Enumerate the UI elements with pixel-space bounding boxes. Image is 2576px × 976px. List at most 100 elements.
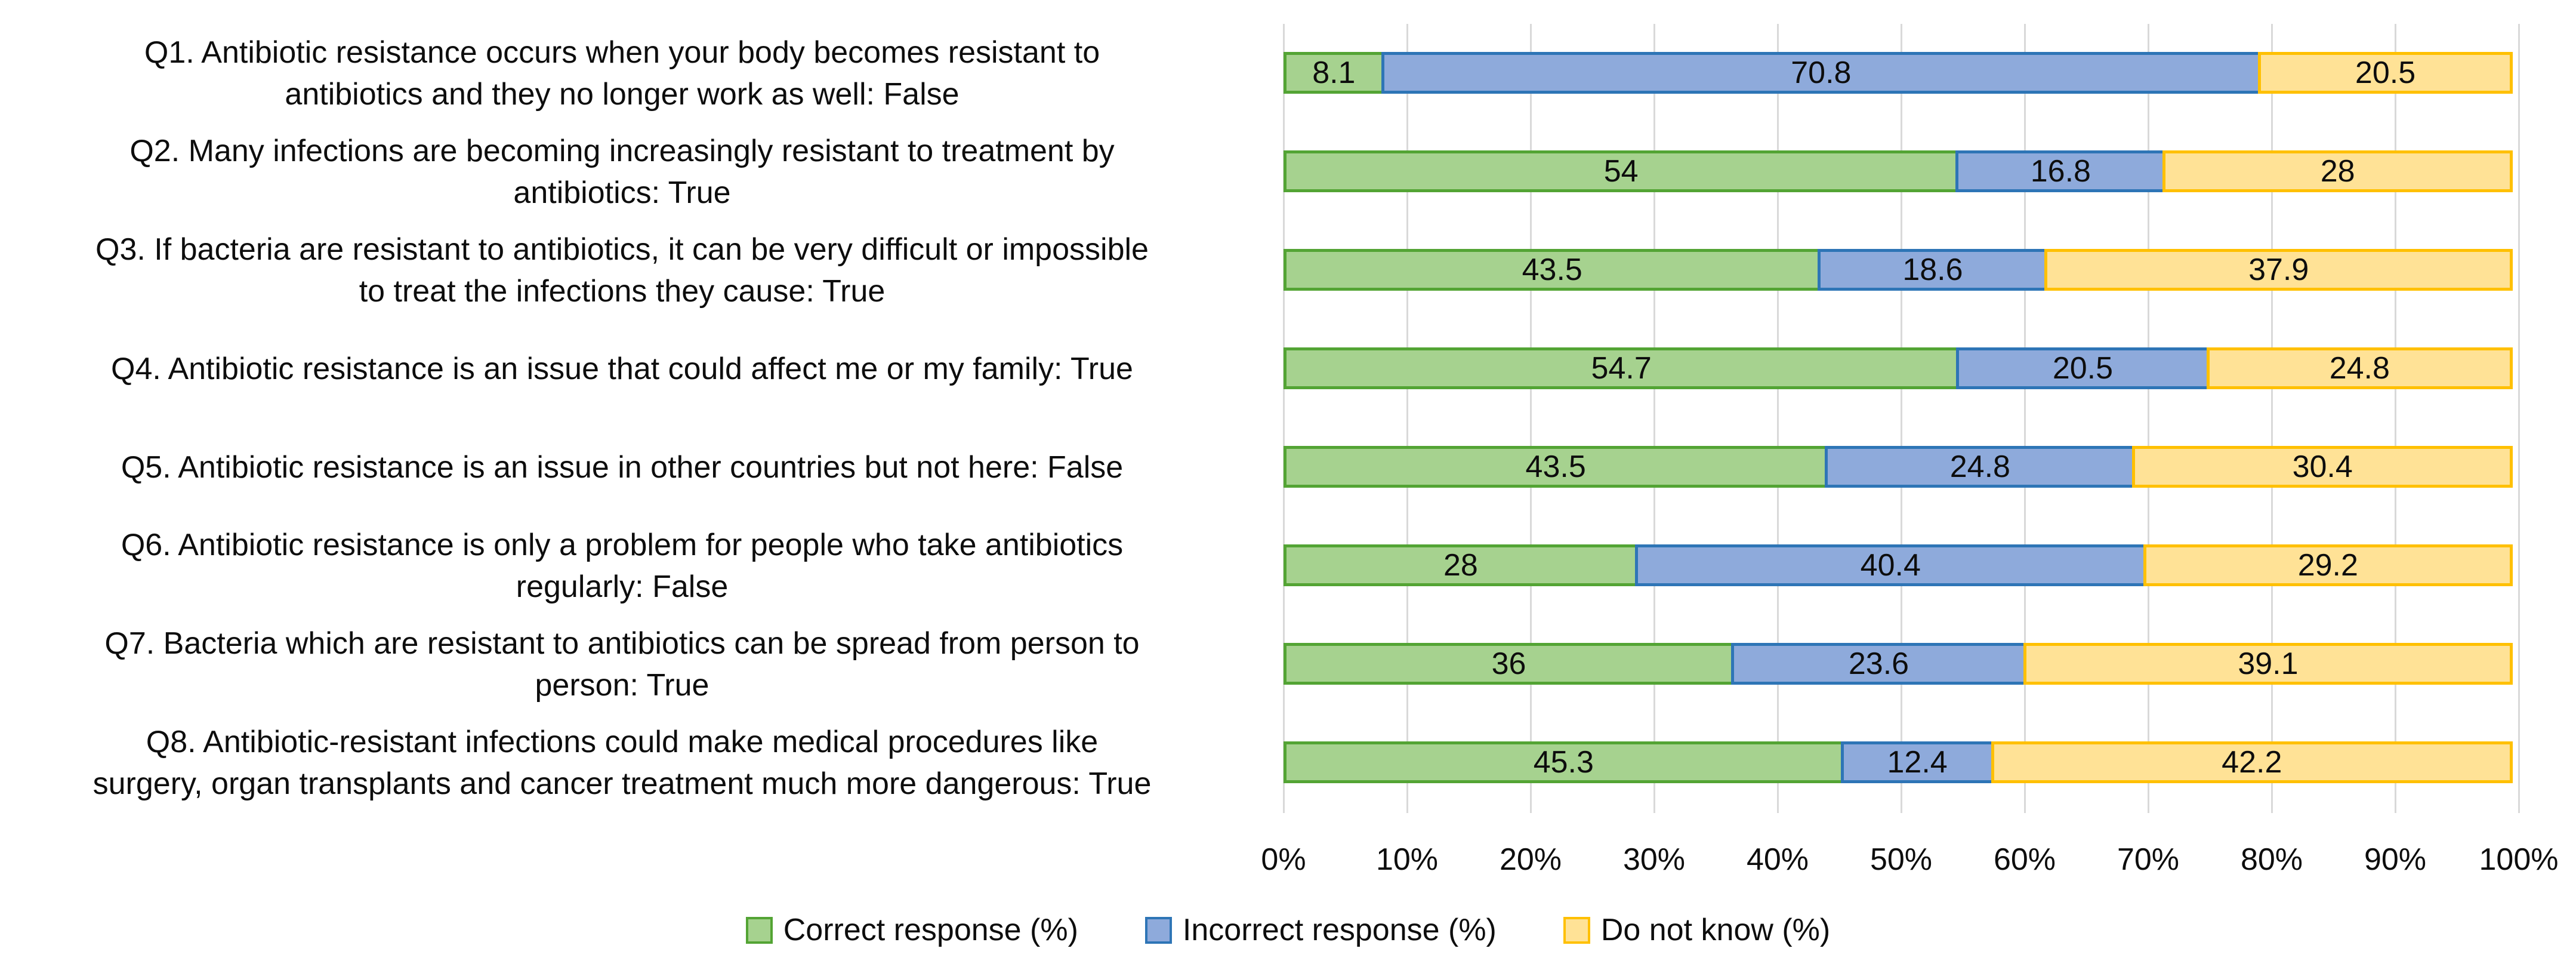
- data-label: 43.5: [1522, 253, 1582, 287]
- bar-segment: 43.5: [1284, 249, 1821, 291]
- x-axis-tick-label: 0%: [1261, 842, 1306, 877]
- category-label: Q4. Antibiotic resistance is an issue th…: [111, 351, 1133, 386]
- bar-row: 8.1 70.8 20.5: [1284, 52, 2519, 94]
- gridline: [2518, 24, 2520, 813]
- data-label: 24.8: [1949, 449, 2010, 484]
- bar-row: 28 40.4 29.2: [1284, 544, 2519, 586]
- x-axis-tick-label: 10%: [1375, 842, 1439, 877]
- gridline: [1283, 24, 1285, 813]
- legend-marker-icon: [1563, 916, 1590, 944]
- x-axis-tick-label: 90%: [2364, 842, 2427, 877]
- data-label: 54.7: [1591, 351, 1652, 386]
- data-label: 40.4: [1860, 548, 1921, 583]
- bar-segment: 12.4: [1840, 741, 1994, 783]
- bar-segment: 70.8: [1381, 52, 2262, 94]
- bar-row: 43.5 18.6 37.9: [1284, 249, 2519, 291]
- data-label: 24.8: [2329, 351, 2390, 386]
- x-axis-tick-label: 50%: [1869, 842, 1933, 877]
- bar-segment: 24.8: [1825, 446, 2136, 488]
- category-labels: Q1. Antibiotic resistance occurs when yo…: [0, 0, 1253, 837]
- category-label: Q5. Antibiotic resistance is an issue in…: [121, 449, 1124, 485]
- bar-row: 54 16.8 28: [1284, 150, 2519, 192]
- gridline: [2395, 24, 2396, 813]
- data-label: 20.5: [2052, 351, 2114, 386]
- legend-label: Correct response (%): [783, 913, 1078, 947]
- category-label-row: Q2. Many infections are becoming increas…: [0, 122, 1244, 221]
- bar-segment: 29.2: [2143, 544, 2513, 586]
- data-label: 36: [1491, 646, 1526, 681]
- legend-item: Incorrect response (%): [1144, 912, 1497, 948]
- data-label: 37.9: [2248, 253, 2309, 287]
- x-axis-tick-label: 60%: [1993, 842, 2056, 877]
- data-label: 45.3: [1533, 745, 1594, 780]
- data-label: 28: [1443, 548, 1478, 583]
- category-label: Q2. Many infections are becoming increas…: [129, 133, 1115, 210]
- bar-segment: 16.8: [1955, 150, 2166, 192]
- category-label-row: Q1. Antibiotic resistance occurs when yo…: [0, 24, 1244, 122]
- x-axis: 0% 10% 20% 30% 40% 50% 60% 70% 80% 90% 100%: [0, 835, 2576, 882]
- bar-segment: 54: [1284, 150, 1959, 192]
- legend-label: Do not know (%): [1600, 913, 1831, 947]
- bar-segment: 39.1: [2023, 643, 2513, 685]
- legend-item: Correct response (%): [745, 912, 1078, 948]
- x-axis-tick-label: 100%: [2479, 842, 2559, 877]
- bar-row: 36 23.6 39.1: [1284, 643, 2519, 685]
- gridline: [2148, 24, 2149, 813]
- bar-segment: 23.6: [1731, 643, 2026, 685]
- category-label-row: Q5. Antibiotic resistance is an issue in…: [0, 418, 1244, 516]
- gridlines: [1283, 24, 2520, 813]
- data-label: 30.4: [2292, 449, 2353, 484]
- bar-segment: 20.5: [2258, 52, 2513, 94]
- data-label: 12.4: [1887, 745, 1948, 780]
- bar-segment: 45.3: [1284, 741, 1844, 783]
- gridline: [2024, 24, 2026, 813]
- bars: 8.1 70.8 20.5 54 16.8 28 43.5 18.6 37.9 54.7 20.5 2…: [1284, 24, 2519, 813]
- x-axis-tick-label: 40%: [1746, 842, 1809, 877]
- bar-segment: 30.4: [2132, 446, 2513, 488]
- gridline: [1406, 24, 1408, 813]
- data-label: 18.6: [1902, 253, 1963, 287]
- gridline: [1530, 24, 1532, 813]
- category-label: Q6. Antibiotic resistance is only a prob…: [121, 527, 1124, 604]
- x-axis-tick-label: 70%: [2117, 842, 2180, 877]
- category-label-row: Q4. Antibiotic resistance is an issue th…: [0, 319, 1244, 418]
- bar-segment: 37.9: [2044, 249, 2513, 291]
- category-label: Q7. Bacteria which are resistant to anti…: [104, 626, 1140, 703]
- bar-segment: 20.5: [1956, 347, 2210, 389]
- bar-segment: 28: [2162, 150, 2513, 192]
- category-label: Q1. Antibiotic resistance occurs when yo…: [144, 35, 1100, 112]
- legend-marker-icon: [1144, 916, 1172, 944]
- bar-segment: 24.8: [2206, 347, 2513, 389]
- data-label: 42.2: [2222, 745, 2282, 780]
- data-label: 70.8: [1791, 56, 1852, 90]
- bar-segment: 8.1: [1284, 52, 1384, 94]
- bar-segment: 18.6: [1818, 249, 2048, 291]
- data-label: 23.6: [1848, 646, 1909, 681]
- legend-label: Incorrect response (%): [1182, 913, 1497, 947]
- legend-marker-icon: [745, 916, 773, 944]
- gridline: [1777, 24, 1779, 813]
- x-axis-tick-label: 30%: [1622, 842, 1686, 877]
- bar-segment: 36: [1284, 643, 1734, 685]
- x-axis-tick-label: 80%: [2240, 842, 2303, 877]
- legend-item: Do not know (%): [1563, 912, 1830, 948]
- data-label: 54: [1603, 154, 1639, 189]
- bar-segment: 40.4: [1634, 544, 2146, 586]
- category-label: Q8. Antibiotic-resistant infections coul…: [92, 724, 1152, 801]
- data-label: 16.8: [2030, 154, 2091, 189]
- data-label: 20.5: [2355, 56, 2416, 90]
- bar-row: 54.7 20.5 24.8: [1284, 347, 2519, 389]
- gridline: [1901, 24, 1902, 813]
- plot-area: 8.1 70.8 20.5 54 16.8 28 43.5 18.6 37.9 54.7 20.5 2…: [1283, 24, 2520, 813]
- bar-segment: 54.7: [1284, 347, 1960, 389]
- data-label: 43.5: [1525, 449, 1586, 484]
- bar-segment: 42.2: [1991, 741, 2513, 783]
- bar-row: 45.3 12.4 42.2: [1284, 741, 2519, 783]
- bar-segment: 28: [1284, 544, 1638, 586]
- gridline: [1653, 24, 1655, 813]
- category-label-row: Q6. Antibiotic resistance is only a prob…: [0, 516, 1244, 615]
- data-label: 28: [2320, 154, 2355, 189]
- data-label: 29.2: [2297, 548, 2358, 583]
- gridline: [2271, 24, 2273, 813]
- category-label: Q3. If bacteria are resistant to antibio…: [95, 232, 1149, 309]
